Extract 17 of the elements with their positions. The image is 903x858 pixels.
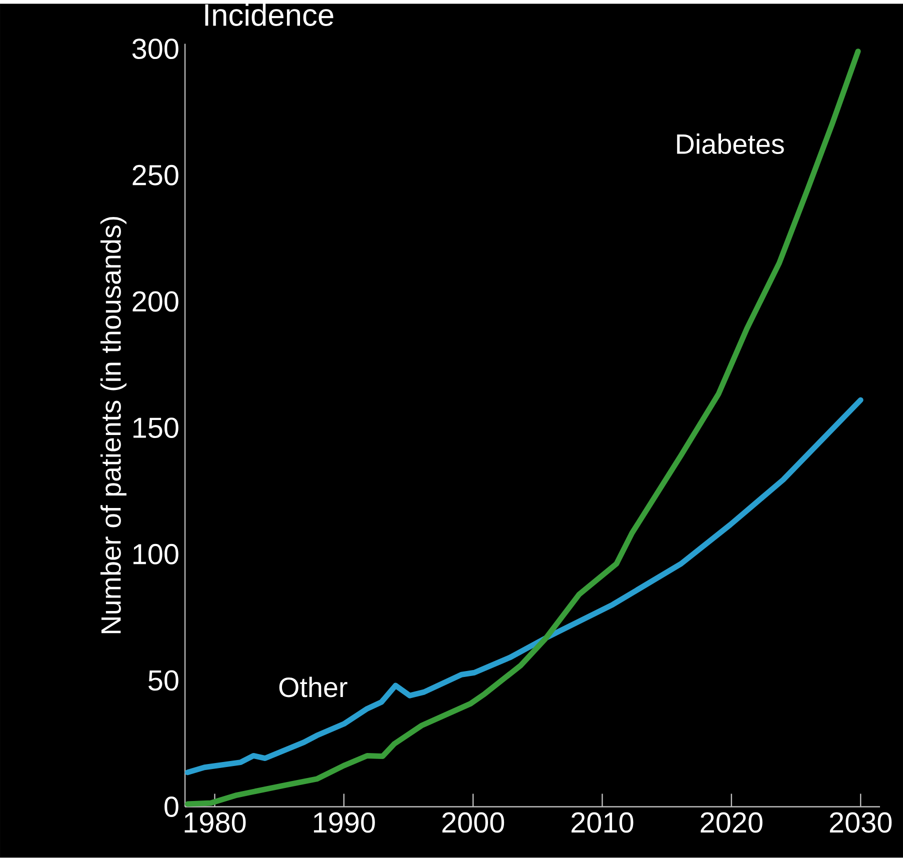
x-tick-label: 1990 bbox=[314, 812, 375, 833]
series-label: Other bbox=[279, 676, 348, 698]
y-tick-label: 0 bbox=[164, 796, 178, 818]
y-tick-label: 150 bbox=[133, 418, 178, 438]
y-tick-label: 200 bbox=[132, 291, 178, 312]
y-tick-label: 100 bbox=[133, 544, 178, 564]
y-axis-title: Number of patients (in thousands) bbox=[100, 217, 126, 634]
y-tick-label: 250 bbox=[132, 165, 178, 186]
x-tick-label: 2010 bbox=[572, 812, 634, 833]
y-tick-label: 50 bbox=[148, 670, 178, 691]
y-tick-label: 300 bbox=[132, 38, 178, 60]
x-tick-label: 1980 bbox=[184, 812, 246, 833]
chart-title: Incidence bbox=[205, 3, 334, 26]
series-label: Diabetes bbox=[677, 134, 784, 154]
x-tick-label: 2000 bbox=[442, 812, 504, 833]
x-tick-label: 2020 bbox=[700, 812, 762, 833]
x-tick-label: 2030 bbox=[830, 812, 892, 833]
